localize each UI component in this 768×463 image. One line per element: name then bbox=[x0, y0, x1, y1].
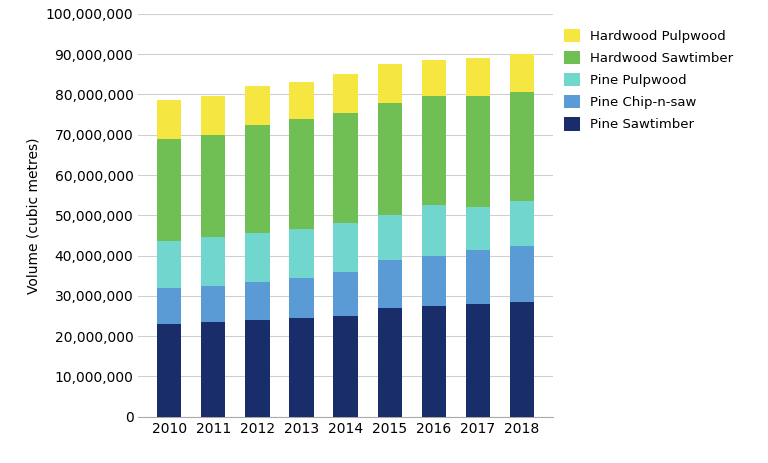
Bar bbox=[422, 96, 446, 205]
Bar bbox=[422, 306, 446, 417]
Bar bbox=[378, 215, 402, 260]
Bar bbox=[510, 54, 534, 93]
Bar bbox=[333, 113, 358, 223]
Bar bbox=[290, 119, 313, 229]
Bar bbox=[290, 82, 313, 119]
Bar bbox=[510, 302, 534, 417]
Bar bbox=[201, 96, 226, 135]
Bar bbox=[201, 286, 226, 322]
Bar bbox=[157, 242, 181, 288]
Bar bbox=[465, 207, 490, 250]
Bar bbox=[333, 223, 358, 272]
Bar bbox=[157, 324, 181, 417]
Bar bbox=[333, 272, 358, 316]
Bar bbox=[290, 318, 313, 417]
Bar bbox=[465, 250, 490, 304]
Bar bbox=[510, 93, 534, 201]
Bar bbox=[245, 320, 270, 417]
Bar bbox=[245, 125, 270, 233]
Bar bbox=[465, 58, 490, 96]
Bar bbox=[290, 278, 313, 318]
Bar bbox=[465, 304, 490, 417]
Bar bbox=[465, 96, 490, 207]
Bar bbox=[245, 233, 270, 282]
Bar bbox=[333, 316, 358, 417]
Bar bbox=[157, 139, 181, 242]
Bar bbox=[157, 100, 181, 139]
Bar bbox=[378, 260, 402, 308]
Bar bbox=[422, 60, 446, 96]
Bar bbox=[157, 288, 181, 324]
Bar bbox=[422, 205, 446, 256]
Bar bbox=[510, 245, 534, 302]
Bar bbox=[333, 74, 358, 113]
Bar bbox=[201, 322, 226, 417]
Bar bbox=[378, 102, 402, 215]
Legend: Hardwood Pulpwood, Hardwood Sawtimber, Pine Pulpwood, Pine Chip-n-saw, Pine Sawt: Hardwood Pulpwood, Hardwood Sawtimber, P… bbox=[564, 29, 733, 131]
Y-axis label: Volume (cubic metres): Volume (cubic metres) bbox=[26, 137, 40, 294]
Bar bbox=[378, 308, 402, 417]
Bar bbox=[510, 201, 534, 245]
Bar bbox=[201, 135, 226, 238]
Bar bbox=[201, 238, 226, 286]
Bar bbox=[290, 229, 313, 278]
Bar bbox=[422, 256, 446, 306]
Bar bbox=[245, 87, 270, 125]
Bar bbox=[378, 64, 402, 102]
Bar bbox=[245, 282, 270, 320]
